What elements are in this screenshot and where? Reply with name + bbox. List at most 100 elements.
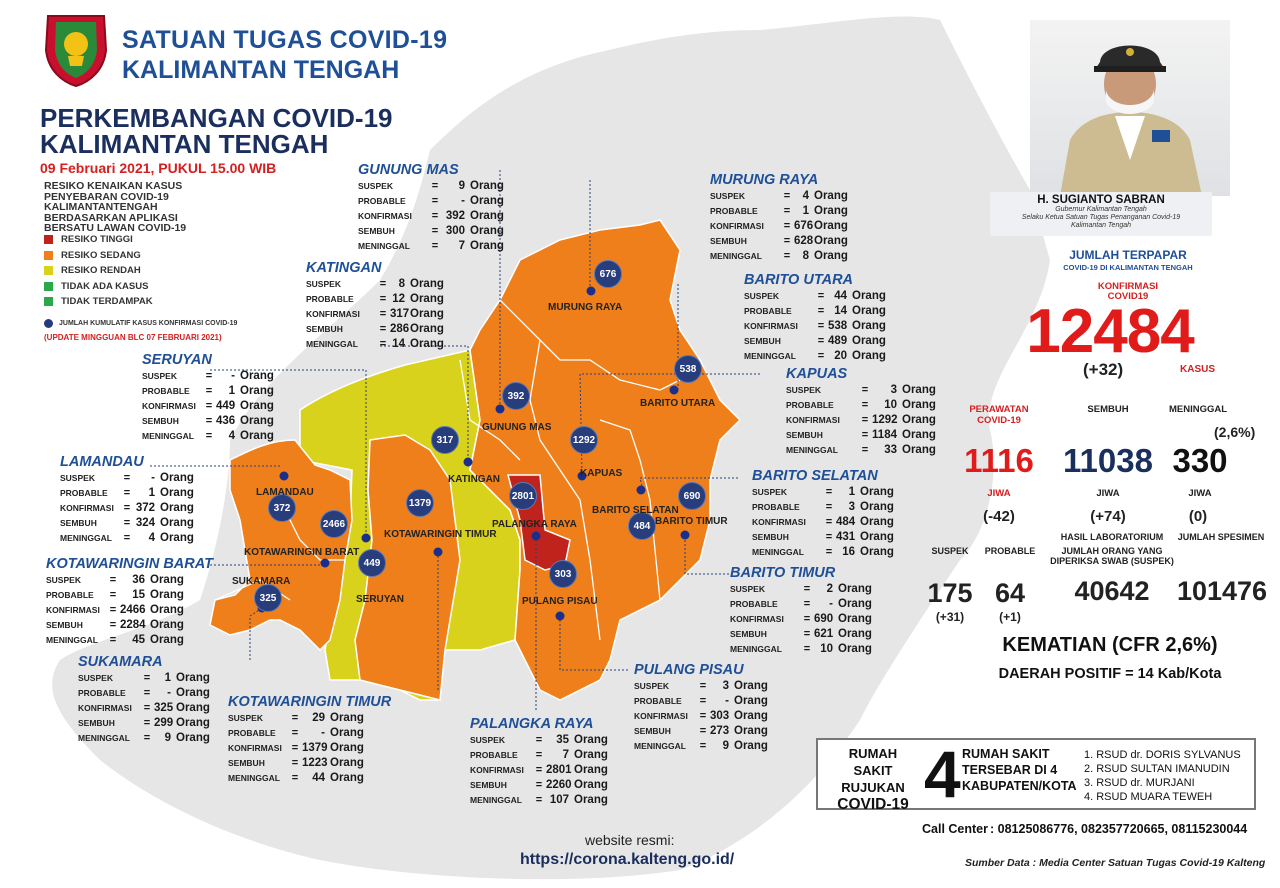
governor-card: H. SUGIANTO SABRAN Gubernur Kalimantan T… [990, 192, 1212, 236]
stat-label: SEMBUH [786, 430, 823, 440]
stat-value: 9 [458, 180, 465, 192]
stat-unit: Orang [150, 619, 184, 631]
region-barito-selatan: BARITO SELATAN SUSPEK = 1 Orang PROBABLE = 3 O… [752, 468, 894, 560]
stat-unit: Orang [160, 502, 194, 514]
stat-value: 14 [834, 305, 847, 317]
stat-value: 9 [164, 732, 171, 744]
stat-label: MENINGGAL [358, 241, 410, 251]
stat-label: SUSPEK [358, 181, 393, 191]
stat-value: 621 [814, 628, 834, 640]
stat-label: KONFIRMASI [46, 605, 100, 615]
stat-value: 9 [722, 740, 729, 752]
stat-value: 7 [458, 240, 465, 252]
stat-eq: = [123, 517, 131, 529]
region-kapuas: KAPUAS SUSPEK = 3 Orang PROBABLE = 10 Orang KO… [786, 366, 936, 458]
region-name: SUKAMARA [78, 654, 163, 670]
stat-label: SUSPEK [634, 681, 669, 691]
website-link[interactable]: https://corona.kalteng.go.id/ [520, 851, 735, 868]
stat-label: KONFIRMASI [306, 309, 360, 319]
stat-value: 35 [556, 734, 569, 746]
stat-eq: = [123, 472, 131, 484]
region-seruyan: SERUYAN SUSPEK = - Orang PROBABLE = 1 Orang KO… [142, 352, 274, 444]
stat-eq: = [783, 190, 791, 202]
stat-unit: Orang [410, 278, 444, 290]
stat-value: 300 [445, 225, 465, 237]
stat-unit: Orang [734, 725, 768, 737]
region-katingan: KATINGAN SUSPEK = 8 Orang PROBABLE = 12 Orang … [306, 260, 444, 352]
stat-label: PROBABLE [306, 294, 354, 304]
stat-eq: = [825, 531, 833, 543]
stat-eq: = [205, 400, 213, 412]
stat-unit: Orang [330, 757, 364, 769]
stat-unit: Orang [838, 643, 872, 655]
stat-eq: = [817, 305, 825, 317]
region-name: BARITO SELATAN [752, 468, 878, 484]
stat-label: MENINGGAL [710, 251, 762, 261]
legend-label: TIDAK ADA KASUS [61, 280, 149, 292]
hospital-list-item: 3. RSUD dr. MURJANI [1084, 777, 1195, 789]
stat-label: SEMBUH [358, 226, 395, 236]
map-label-seruyan: SERUYAN [356, 594, 404, 605]
stat-eq: = [861, 399, 869, 411]
stat-eq: = [535, 794, 543, 806]
legend-item-high: RESIKO TINGGI [44, 232, 153, 248]
legend-dot-item: JUMLAH KUMULATIF KASUS KONFIRMASI COVID-… [44, 319, 237, 328]
referral-hospitals-box: RUMAH SAKIT RUJUKAN COVID-19 4 RUMAH SAK… [816, 737, 1256, 813]
stat-unit: Orang [814, 235, 848, 247]
stat-value: 20 [834, 350, 847, 362]
stat-unit: Orang [176, 717, 210, 729]
suspek-delta: (+31) [935, 610, 965, 624]
stat-eq: = [803, 643, 811, 655]
stat-label: SUSPEK [306, 279, 341, 289]
stat-unit: Orang [240, 415, 274, 427]
stat-eq: = [109, 589, 117, 601]
stat-label: PROBABLE [786, 400, 834, 410]
stat-label: SUSPEK [786, 385, 821, 395]
stat-label: SUSPEK [744, 291, 779, 301]
hospital-list-item: 4. RSUD MUARA TEWEH [1084, 791, 1213, 803]
stat-eq: = [431, 210, 439, 222]
risk-description-line: BERSATU LAWAN COVID-19 [44, 222, 187, 234]
stat-label: PROBABLE [228, 728, 276, 738]
region-sukamara: SUKAMARA SUSPEK = 1 Orang PROBABLE = - Orang K… [78, 654, 210, 746]
stat-label: KONFIRMASI [786, 415, 840, 425]
stat-eq: = [783, 205, 791, 217]
stat-unit: Orang [734, 680, 768, 692]
stat-value: 1223 [302, 757, 328, 769]
stat-value: 2284 [120, 619, 146, 631]
stat-label: PROBABLE [730, 599, 778, 609]
hospital-spread-line3: KABUPATEN/KOTA [962, 779, 1077, 793]
stat-eq: = [817, 335, 825, 347]
daerah-positif: DAERAH POSITIF = 14 Kab/Kota [998, 666, 1222, 682]
stat-value: - [167, 687, 171, 699]
stat-label: MENINGGAL [306, 339, 358, 349]
case-bubble-barito-selatan: 484 [628, 512, 656, 540]
legend-label: RESIKO TINGGI [61, 234, 133, 246]
case-bubble-kotawaringin-timur: 1379 [406, 489, 434, 517]
stat-unit: Orang [240, 400, 274, 412]
stat-unit: Orang [852, 320, 886, 332]
stat-value: 324 [135, 517, 155, 529]
legend-item-low: RESIKO RENDAH [44, 263, 153, 279]
stat-unit: Orang [860, 531, 894, 543]
stat-label: KONFIRMASI [634, 711, 688, 721]
stat-eq: = [143, 687, 151, 699]
stat-label: SEMBUH [142, 416, 179, 426]
legend-item-none: TIDAK ADA KASUS [44, 279, 153, 295]
hospital-spread: RUMAH SAKIT TERSEBAR DI 4 KABUPATEN/KOTA [962, 746, 1077, 794]
stat-label: SUSPEK [710, 191, 745, 201]
total-confirmed-delta: (+32) [1083, 360, 1124, 379]
governor-role-line2: Selaku Ketua Satuan Tugas Penanganan Cov… [1021, 214, 1181, 221]
legend-swatch-medium [44, 250, 53, 260]
stat-label: SUSPEK [142, 371, 177, 381]
stat-unit: Orang [838, 613, 872, 625]
stat-eq: = [431, 180, 439, 192]
sembuh-label: SEMBUH [1087, 404, 1129, 415]
stat-label: SUSPEK [470, 735, 505, 745]
case-bubble-seruyan: 449 [358, 549, 386, 577]
stat-value: 44 [834, 290, 847, 302]
stat-eq: = [783, 235, 791, 247]
stat-value: 2260 [546, 779, 572, 791]
stat-eq: = [379, 338, 387, 350]
dot-icon [44, 319, 53, 328]
